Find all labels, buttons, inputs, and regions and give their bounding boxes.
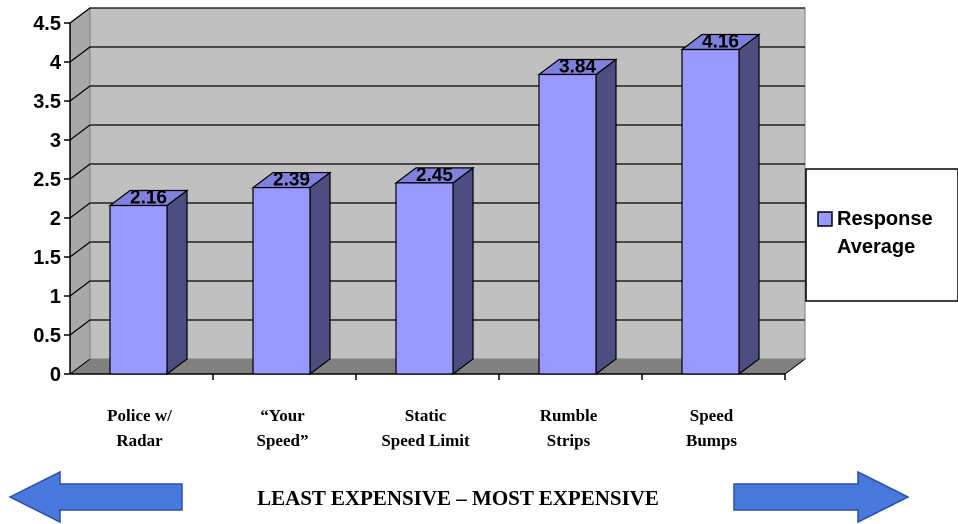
data-label: 2.39 <box>273 170 310 191</box>
bar <box>252 186 311 375</box>
y-tick-label: 4 <box>50 52 62 74</box>
chart-side-wall <box>69 7 91 375</box>
cost-scale-label: LEAST EXPENSIVE – MOST EXPENSIVE <box>257 486 659 510</box>
x-category-label: Speed Limit <box>381 431 470 450</box>
bar-side <box>738 33 760 376</box>
y-tick-label: 0.5 <box>33 325 61 347</box>
data-label: 4.16 <box>702 32 739 53</box>
data-label: 3.84 <box>559 56 596 77</box>
x-category-label: Radar <box>116 431 163 450</box>
bar <box>395 182 454 375</box>
data-label: 2.45 <box>416 165 453 186</box>
bar <box>109 204 168 375</box>
y-tick-label: 2 <box>50 208 61 230</box>
gridline <box>69 7 805 24</box>
x-category-label: Speed <box>690 406 734 425</box>
bar-side <box>309 171 331 376</box>
right-arrow-icon <box>733 470 910 524</box>
y-tick-label: 0 <box>50 364 61 386</box>
bar-side <box>595 58 617 376</box>
left-arrow-icon <box>8 470 183 524</box>
plot-area: 0 0.5 1 1.5 2 2.5 3 3.5 4 4.5 2.16 Police w/Radar 2.… <box>33 7 807 450</box>
y-tick-label: 3 <box>50 130 61 152</box>
x-category-label: Static <box>405 406 447 425</box>
x-category-label: Speed” <box>257 431 309 450</box>
y-tick-label: 1.5 <box>33 247 61 269</box>
legend: Response Average <box>805 168 958 302</box>
y-tick-label: 3.5 <box>33 91 61 113</box>
x-category-label: “Your <box>260 406 305 425</box>
gridline <box>69 46 805 63</box>
y-tick-label: 1 <box>50 286 61 308</box>
cost-scale-footer: LEAST EXPENSIVE – MOST EXPENSIVE <box>8 470 910 524</box>
bar <box>681 48 740 375</box>
legend-box <box>805 168 958 302</box>
x-category-label: Bumps <box>686 431 737 450</box>
x-category-label: Rumble <box>540 406 598 425</box>
bar-side <box>166 189 188 376</box>
legend-label-line2: Average <box>837 236 915 258</box>
x-category-label: Police w/ <box>107 406 172 425</box>
legend-label-line1: Response <box>837 208 933 230</box>
x-category-label: Strips <box>547 431 591 450</box>
bar-side <box>452 166 474 376</box>
data-label: 2.16 <box>130 188 167 209</box>
y-tick-label: 4.5 <box>33 13 61 35</box>
legend-swatch <box>817 211 833 227</box>
y-tick-label: 2.5 <box>33 169 61 191</box>
bar <box>538 73 597 375</box>
